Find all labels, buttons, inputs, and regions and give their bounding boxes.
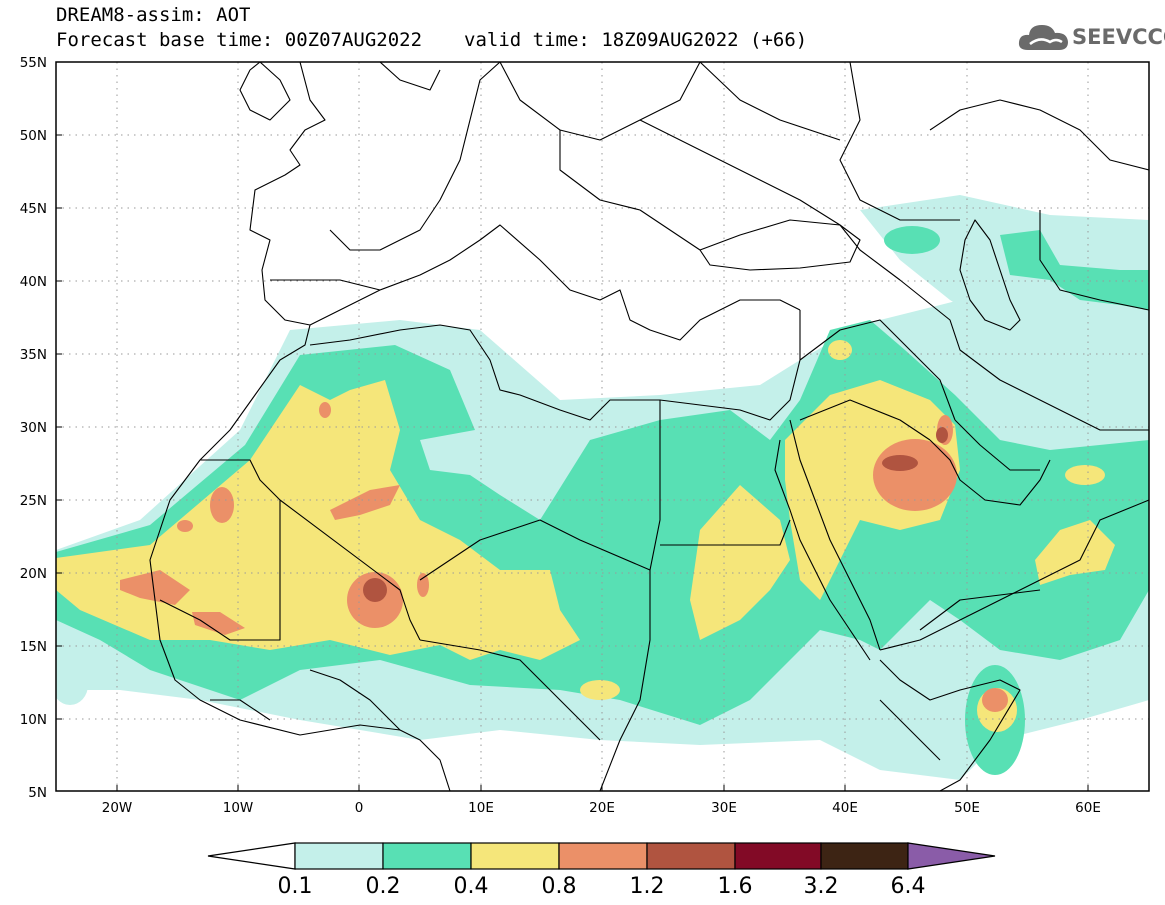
axis-ticks [56,61,1089,791]
colorbar-label: 0.2 [366,874,401,899]
lat-label: 10N [20,712,47,728]
colorbar-segment [734,842,822,870]
colorbar-label: 0.8 [542,874,577,899]
colorbar-segment [382,842,472,870]
colorbar-label: 3.2 [804,874,839,899]
coastlines [149,62,1149,791]
forecast-base-time: Forecast base time: 00Z07AUG2022 [56,29,423,51]
colorbar-label: 6.4 [891,874,926,899]
colorbar-segment [470,842,560,870]
colorbar-label: 1.6 [718,874,753,899]
seevccc-logo: SEEVCCC [1018,20,1165,54]
lat-label: 15N [20,639,47,655]
lon-label: 20W [102,800,133,816]
colorbar-label: 0.1 [278,874,313,899]
colorbar-over-arrow [907,842,996,870]
lon-label: 30E [711,800,737,816]
lon-label: 40E [832,800,858,816]
colorbar-segment [294,842,384,870]
lon-label: 10E [468,800,494,816]
lon-label: 60E [1075,800,1101,816]
lat-label: 30N [20,420,47,436]
lat-label: 40N [20,274,47,290]
lon-label: 10W [223,800,254,816]
colorbar-label: 1.2 [630,874,665,899]
lat-label: 5N [28,785,47,801]
lon-label: 50E [954,800,980,816]
colorbar-segment [646,842,736,870]
colorbar-segment [558,842,648,870]
lat-label: 20N [20,566,47,582]
lat-label: 45N [20,201,47,217]
lat-label: 50N [20,128,47,144]
time-info: Forecast base time: 00Z07AUG2022 valid ti… [56,29,807,51]
cloud-icon [1018,25,1068,50]
longitude-labels: 20W 10W 0 10E 20E 30E 40E 50E 60E [102,800,1101,816]
logo-text: SEEVCCC [1072,25,1165,49]
lon-label: 0 [355,800,364,816]
model-title: DREAM8-assim: AOT [56,4,251,26]
colorbar-label: 0.4 [454,874,489,899]
lat-label: 25N [20,493,47,509]
latitude-labels: 55N 50N 45N 40N 35N 30N 25N 20N 15N 10N … [20,55,47,801]
colorbar-under-arrow [207,842,296,870]
colorbar-segment [820,842,909,870]
aot-level-1.2 [363,427,948,602]
colorbar-labels: 0.1 0.2 0.4 0.8 1.2 1.6 3.2 6.4 [278,874,926,899]
lon-label: 20E [589,800,615,816]
valid-time: valid time: 18Z09AUG2022 (+66) [464,29,808,51]
colorbar [207,842,996,870]
lat-label: 55N [20,55,47,71]
aot-fields [56,195,1149,780]
lat-label: 35N [20,347,47,363]
